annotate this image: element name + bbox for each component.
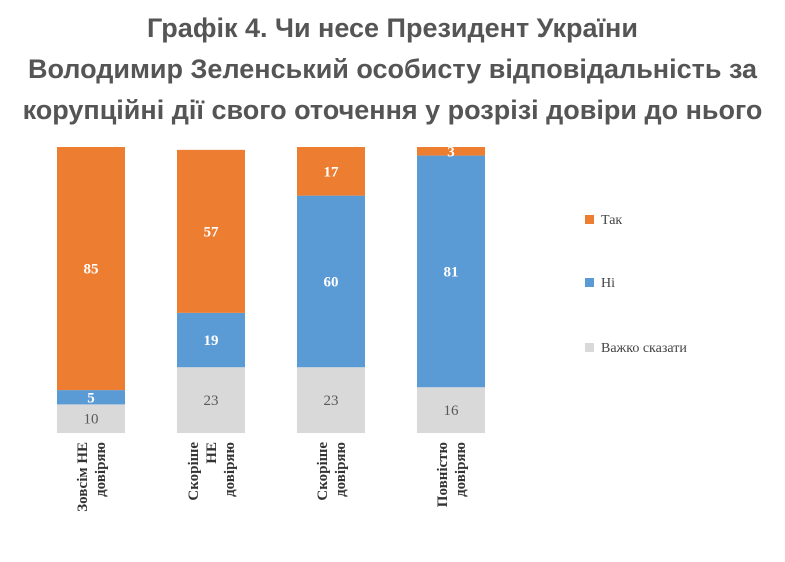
chart-title-line-1: Графік 4. Чи несе Президент України [147, 13, 638, 43]
category-label-line: Повністю [435, 442, 451, 507]
bar-segment [177, 367, 245, 433]
data-label: 10 [84, 412, 99, 428]
bar-segment [297, 195, 365, 368]
data-label: 85 [84, 262, 99, 278]
bars-group: 10 5 85 23 19 57 23 60 17 16 81 3 [57, 144, 485, 433]
data-label: 23 [204, 393, 219, 409]
legend: Так Ні Важко сказати [585, 213, 687, 356]
bar-segment [297, 147, 365, 196]
legend-swatch-важко-сказати [585, 343, 594, 352]
category-labels-group: Зовсім НЕ довіряю Скоріше НЕ довіряю Скоріше д… [75, 442, 469, 512]
bar-segment [417, 155, 485, 388]
category-label-line: Скоріше [315, 442, 331, 501]
category-label-line: довіряю [333, 442, 349, 497]
category-label-line: довіряю [222, 442, 238, 497]
data-label: 60 [324, 274, 339, 290]
bar-segment [177, 312, 245, 368]
category-label: Повністю довіряю [435, 442, 469, 507]
legend-swatch-ні [585, 278, 594, 287]
bar-segment [297, 367, 365, 433]
category-label-line: довіряю [453, 442, 469, 497]
data-label: 5 [87, 390, 95, 406]
data-label: 3 [447, 144, 455, 160]
data-label: 16 [444, 403, 460, 419]
category-label: Зовсім НЕ довіряю [75, 442, 109, 512]
category-label-line: довіряю [93, 442, 109, 497]
category-label-line: НЕ [204, 442, 220, 464]
data-label: 19 [204, 333, 219, 349]
chart-title: Графік 4. Чи несе Президент України Воло… [0, 8, 785, 131]
category-label-line: Зовсім НЕ [75, 442, 91, 512]
category-label: Скоріше НЕ довіряю [186, 442, 238, 501]
bar-segment [177, 149, 245, 313]
bar-segment [417, 387, 485, 433]
data-label: 23 [324, 393, 339, 409]
chart-title-line-2: Володимир Зеленський особисту відповідал… [27, 54, 758, 84]
bar-segment [57, 147, 125, 391]
bar-segment [57, 390, 125, 405]
legend-label: Важко сказати [601, 341, 687, 356]
data-label: 81 [444, 264, 459, 280]
category-label-line: Скоріше [186, 442, 202, 501]
legend-swatch-так [585, 215, 594, 224]
bar-segment [417, 147, 485, 156]
data-label: 17 [324, 164, 340, 180]
legend-label: Так [601, 213, 622, 228]
bar-segment [57, 404, 125, 433]
legend-label: Ні [601, 276, 615, 291]
category-label: Скоріше довіряю [315, 442, 349, 501]
chart-title-line-3: корупційні дії свого оточення у розрізі … [22, 95, 763, 125]
data-label: 57 [204, 224, 220, 240]
